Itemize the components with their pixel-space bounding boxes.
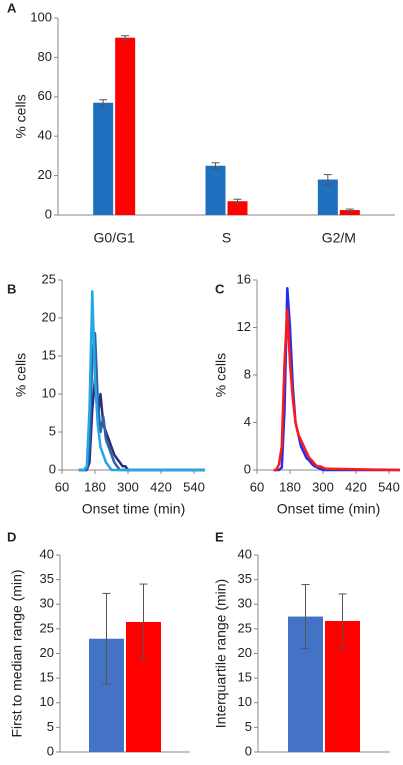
y-tick-label: 40 <box>238 546 252 561</box>
bar <box>339 210 360 215</box>
y-axis-title: % cells <box>13 94 29 138</box>
y-tick-label: 25 <box>238 620 252 635</box>
y-tick-label: 4 <box>244 414 251 429</box>
x-axis-title: Onset time (min) <box>277 501 380 517</box>
y-tick-label: 0 <box>245 743 252 758</box>
y-tick-label: 0 <box>45 206 52 221</box>
y-tick-label: 20 <box>40 645 54 660</box>
y-tick-label: 5 <box>49 423 56 438</box>
y-tick-label: 15 <box>42 347 56 362</box>
panel-label: D <box>7 529 16 544</box>
y-tick-label: 10 <box>238 694 252 709</box>
x-tick-label: 540 <box>378 479 400 494</box>
y-tick-label: 30 <box>40 596 54 611</box>
y-tick-label: 5 <box>47 719 54 734</box>
y-tick-label: 8 <box>244 366 251 381</box>
y-tick-label: 35 <box>40 571 54 586</box>
y-tick-label: 35 <box>238 571 252 586</box>
y-tick-label: 20 <box>38 167 52 182</box>
x-tick-label: 60 <box>250 479 264 494</box>
panel-label: A <box>7 0 17 15</box>
y-tick-label: 25 <box>40 620 54 635</box>
x-axis-title: Onset time (min) <box>82 501 185 517</box>
bar <box>93 102 114 215</box>
y-tick-label: 10 <box>42 385 56 400</box>
y-tick-label: 16 <box>237 271 251 286</box>
y-tick-label: 40 <box>38 128 52 143</box>
y-tick-label: 25 <box>42 271 56 286</box>
y-tick-label: 10 <box>40 694 54 709</box>
panel-label: B <box>7 281 16 296</box>
y-tick-label: 20 <box>238 645 252 660</box>
bar <box>317 179 338 215</box>
x-tick-label: G0/G1 <box>94 230 135 246</box>
x-tick-label: 60 <box>55 479 69 494</box>
y-tick-label: 0 <box>47 743 54 758</box>
y-axis-title: % cells <box>13 353 29 397</box>
y-tick-label: 40 <box>40 546 54 561</box>
x-tick-label: 180 <box>279 479 301 494</box>
line <box>273 308 401 472</box>
bar <box>205 165 226 215</box>
panel-label: E <box>215 529 224 544</box>
y-tick-label: 15 <box>40 670 54 685</box>
panel-label: C <box>215 281 225 296</box>
line <box>78 290 205 472</box>
x-tick-label: 540 <box>183 479 205 494</box>
y-tick-label: 0 <box>49 461 56 476</box>
y-tick-label: 60 <box>38 88 52 103</box>
x-tick-label: 420 <box>345 479 367 494</box>
y-axis-title: Interquartile range (min) <box>213 579 229 728</box>
x-tick-label: 300 <box>117 479 139 494</box>
x-tick-label: 300 <box>312 479 334 494</box>
x-tick-label: G2/M <box>322 230 356 246</box>
x-tick-label: 420 <box>150 479 172 494</box>
y-tick-label: 20 <box>42 309 56 324</box>
x-tick-label: 180 <box>84 479 106 494</box>
y-tick-label: 5 <box>245 719 252 734</box>
y-tick-label: 0 <box>244 461 251 476</box>
y-tick-label: 30 <box>238 596 252 611</box>
bar <box>227 201 248 215</box>
x-tick-label: S <box>222 230 231 246</box>
y-axis-title: First to median range (min) <box>9 569 25 737</box>
y-tick-label: 12 <box>237 319 251 334</box>
y-tick-label: 15 <box>238 670 252 685</box>
y-tick-label: 80 <box>38 49 52 64</box>
bar <box>115 37 136 216</box>
y-axis-title: % cells <box>213 353 229 397</box>
y-tick-label: 100 <box>30 9 52 24</box>
